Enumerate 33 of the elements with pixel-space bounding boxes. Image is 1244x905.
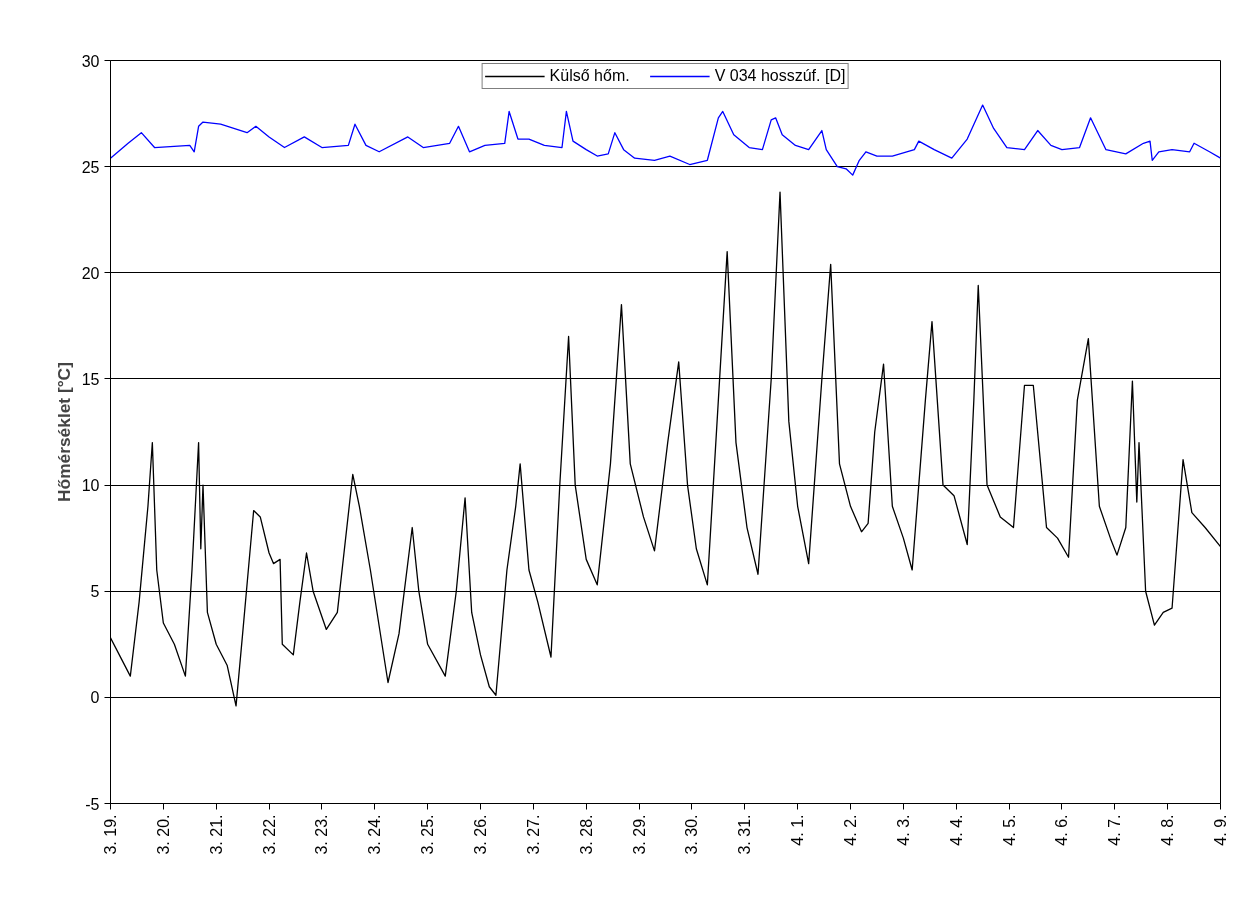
x-tick-label: 3. 29.	[630, 814, 648, 855]
y-axis-title: Hőmérséklet [°C]	[53, 362, 74, 502]
x-tick-label: 4. 2.	[842, 814, 859, 846]
x-tick-label: 4. 8.	[1159, 814, 1177, 846]
y-tick-label: 30	[81, 52, 100, 70]
x-tick-label: 4. 1.	[789, 814, 807, 846]
x-tick-label: 4. 4.	[947, 814, 965, 846]
x-tick-label: 3. 30.	[683, 814, 701, 855]
x-tick-label: 3. 28.	[577, 814, 595, 855]
y-tick-label: 5	[90, 583, 100, 601]
x-tick-label: 3. 26.	[472, 814, 489, 855]
x-tick-label: 3. 24.	[366, 814, 384, 855]
x-tick-label: 3. 20.	[154, 814, 172, 855]
legend-label: Külső hőm.	[549, 67, 630, 85]
x-tick-label: 3. 22.	[260, 814, 278, 855]
x-tick-label: 3. 19.	[102, 814, 119, 855]
x-tick-label: 4. 7.	[1106, 814, 1124, 846]
y-tick-label: 25	[81, 158, 100, 176]
x-tick-label: 3. 27.	[524, 814, 542, 855]
y-tick-label: 10	[81, 477, 100, 495]
x-tick-label: 4. 5.	[1000, 814, 1018, 846]
y-tick-label: -5	[85, 795, 100, 813]
legend-label: V 034 hosszúf. [D]	[714, 67, 846, 85]
y-tick-label: 15	[81, 370, 100, 388]
x-tick-label: 4. 9.	[1212, 814, 1229, 846]
x-tick-label: 3. 25.	[419, 814, 437, 855]
y-tick-label: 20	[81, 264, 100, 282]
y-tick-label: 0	[90, 689, 100, 707]
x-tick-label: 3. 31.	[736, 814, 754, 855]
x-tick-label: 3. 23.	[313, 814, 331, 855]
x-tick-label: 3. 21.	[207, 814, 225, 855]
x-tick-label: 4. 6.	[1053, 814, 1071, 846]
x-tick-label: 4. 3.	[894, 814, 912, 846]
